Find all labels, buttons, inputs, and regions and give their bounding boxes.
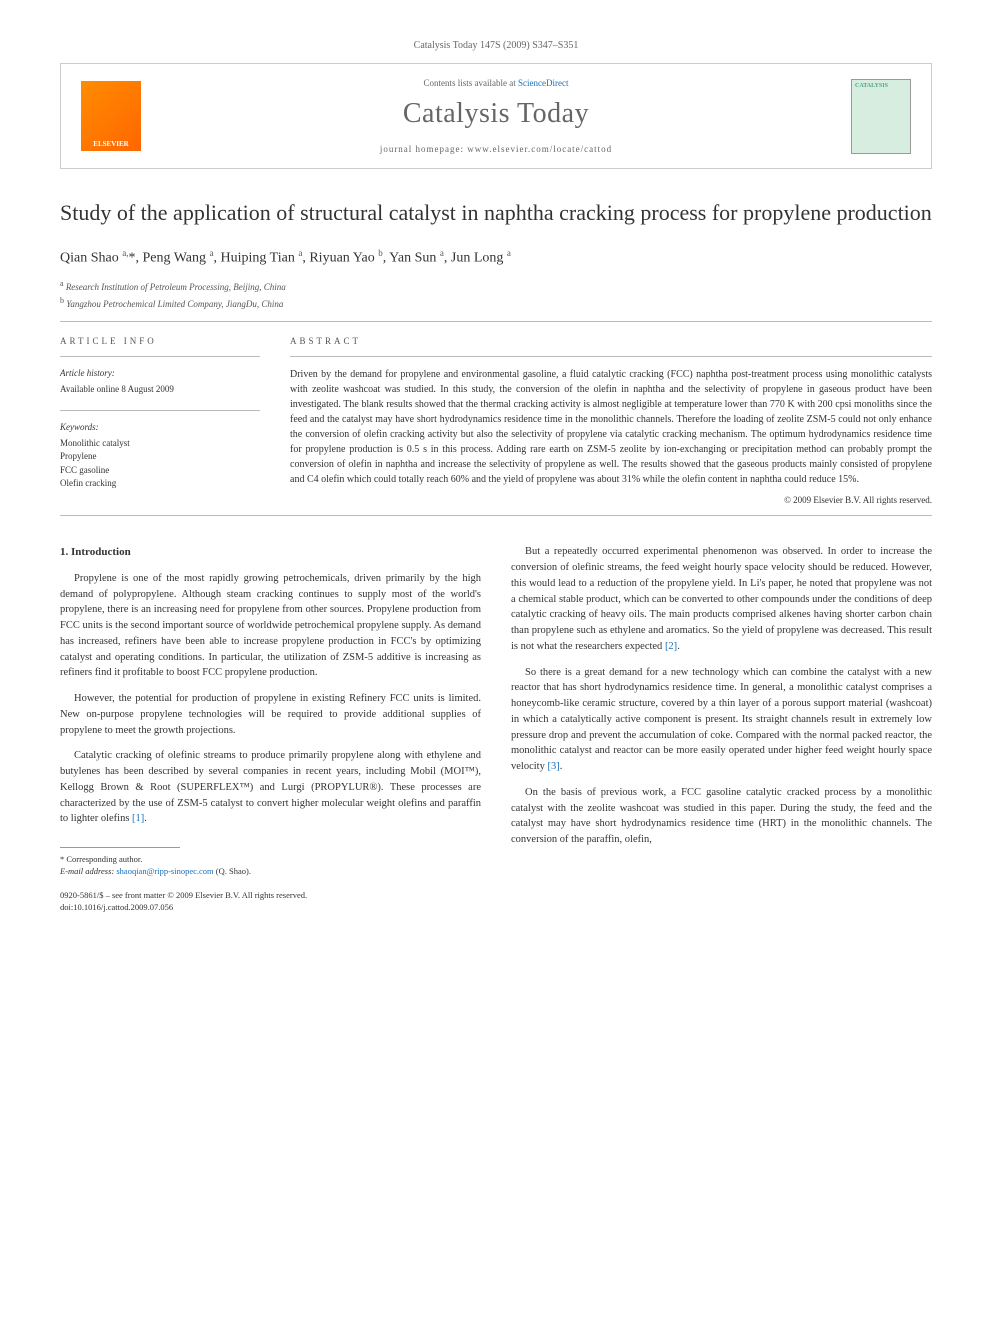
homepage-url: www.elsevier.com/locate/cattod <box>467 144 612 154</box>
corresponding-author-footnote: * Corresponding author. E-mail address: … <box>60 854 481 878</box>
email-owner: (Q. Shao). <box>216 866 251 876</box>
info-abstract-row: ARTICLE INFO Article history: Available … <box>60 336 932 505</box>
sciencedirect-link[interactable]: ScienceDirect <box>518 78 568 88</box>
email-link[interactable]: shaoqian@ripp-sinopec.com <box>116 866 213 876</box>
citation-link[interactable]: [3] <box>547 761 559 772</box>
contents-line: Contents lists available at ScienceDirec… <box>159 78 833 88</box>
body-text: 1. Introduction Propylene is one of the … <box>60 544 932 913</box>
affiliation-b: b Yangzhou Petrochemical Limited Company… <box>60 295 932 312</box>
article-history-block: Article history: Available online 8 Augu… <box>60 367 260 396</box>
affiliation-a-text: Research Institution of Petroleum Proces… <box>66 282 286 292</box>
affiliation-a: a Research Institution of Petroleum Proc… <box>60 278 932 295</box>
p5-pre: So there is a great demand for a new tec… <box>511 667 932 773</box>
keywords-label: Keywords: <box>60 421 260 435</box>
keyword-item: Olefin cracking <box>60 477 260 491</box>
body-paragraph: Propylene is one of the most rapidly gro… <box>60 571 481 681</box>
p4-pre: But a repeatedly occurred experimental p… <box>511 546 932 652</box>
thumb-title: CATALYSIS <box>855 83 907 89</box>
article-info-label: ARTICLE INFO <box>60 336 260 346</box>
abstract-copyright: © 2009 Elsevier B.V. All rights reserved… <box>290 495 932 505</box>
article-info-column: ARTICLE INFO Article history: Available … <box>60 336 260 505</box>
divider-bottom <box>60 515 932 516</box>
affiliation-b-text: Yangzhou Petrochemical Limited Company, … <box>66 299 283 309</box>
footer-line-1: 0920-5861/$ – see front matter © 2009 El… <box>60 890 481 902</box>
abstract-column: ABSTRACT Driven by the demand for propyl… <box>290 336 932 505</box>
keyword-item: FCC gasoline <box>60 464 260 478</box>
article-title: Study of the application of structural c… <box>60 199 932 228</box>
citation-link[interactable]: [2] <box>665 641 677 652</box>
journal-cover-thumbnail: CATALYSIS <box>851 79 911 154</box>
body-paragraph: On the basis of previous work, a FCC gas… <box>511 785 932 848</box>
abstract-text: Driven by the demand for propylene and e… <box>290 367 932 487</box>
history-label: Article history: <box>60 367 260 381</box>
journal-reference: Catalysis Today 147S (2009) S347–S351 <box>60 40 932 51</box>
p3-post: . <box>144 813 147 824</box>
keyword-item: Propylene <box>60 450 260 464</box>
footer-line-2: doi:10.1016/j.cattod.2009.07.056 <box>60 902 481 914</box>
footnote-separator <box>60 847 180 848</box>
corr-email-line: E-mail address: shaoqian@ripp-sinopec.co… <box>60 866 481 878</box>
contents-prefix: Contents lists available at <box>424 78 518 88</box>
corr-label: * Corresponding author. <box>60 854 481 866</box>
page-footer: 0920-5861/$ – see front matter © 2009 El… <box>60 890 481 914</box>
homepage-prefix: journal homepage: <box>380 144 467 154</box>
left-column-footer: * Corresponding author. E-mail address: … <box>60 847 481 914</box>
body-paragraph: Catalytic cracking of olefinic streams t… <box>60 748 481 827</box>
p5-post: . <box>560 761 563 772</box>
elsevier-logo: ELSEVIER <box>81 81 141 151</box>
divider-top <box>60 321 932 322</box>
history-line: Available online 8 August 2009 <box>60 383 260 397</box>
journal-name: Catalysis Today <box>159 98 833 130</box>
keywords-block: Keywords: Monolithic catalyst Propylene … <box>60 421 260 491</box>
email-label: E-mail address: <box>60 866 114 876</box>
abstract-divider <box>290 356 932 357</box>
header-center: Contents lists available at ScienceDirec… <box>159 78 833 154</box>
body-paragraph: But a repeatedly occurred experimental p… <box>511 544 932 654</box>
body-paragraph: So there is a great demand for a new tec… <box>511 665 932 775</box>
p4-post: . <box>677 641 680 652</box>
body-paragraph: However, the potential for production of… <box>60 691 481 738</box>
abstract-label: ABSTRACT <box>290 336 932 346</box>
homepage-line: journal homepage: www.elsevier.com/locat… <box>159 144 833 154</box>
p3-pre: Catalytic cracking of olefinic streams t… <box>60 750 481 824</box>
citation-link[interactable]: [1] <box>132 813 144 824</box>
section-heading-intro: 1. Introduction <box>60 544 481 561</box>
keyword-item: Monolithic catalyst <box>60 437 260 451</box>
info-divider-1 <box>60 356 260 357</box>
authors-line: Qian Shao a,*, Peng Wang a, Huiping Tian… <box>60 248 932 267</box>
info-divider-2 <box>60 410 260 411</box>
journal-header: ELSEVIER Contents lists available at Sci… <box>60 63 932 169</box>
affiliations: a Research Institution of Petroleum Proc… <box>60 278 932 311</box>
